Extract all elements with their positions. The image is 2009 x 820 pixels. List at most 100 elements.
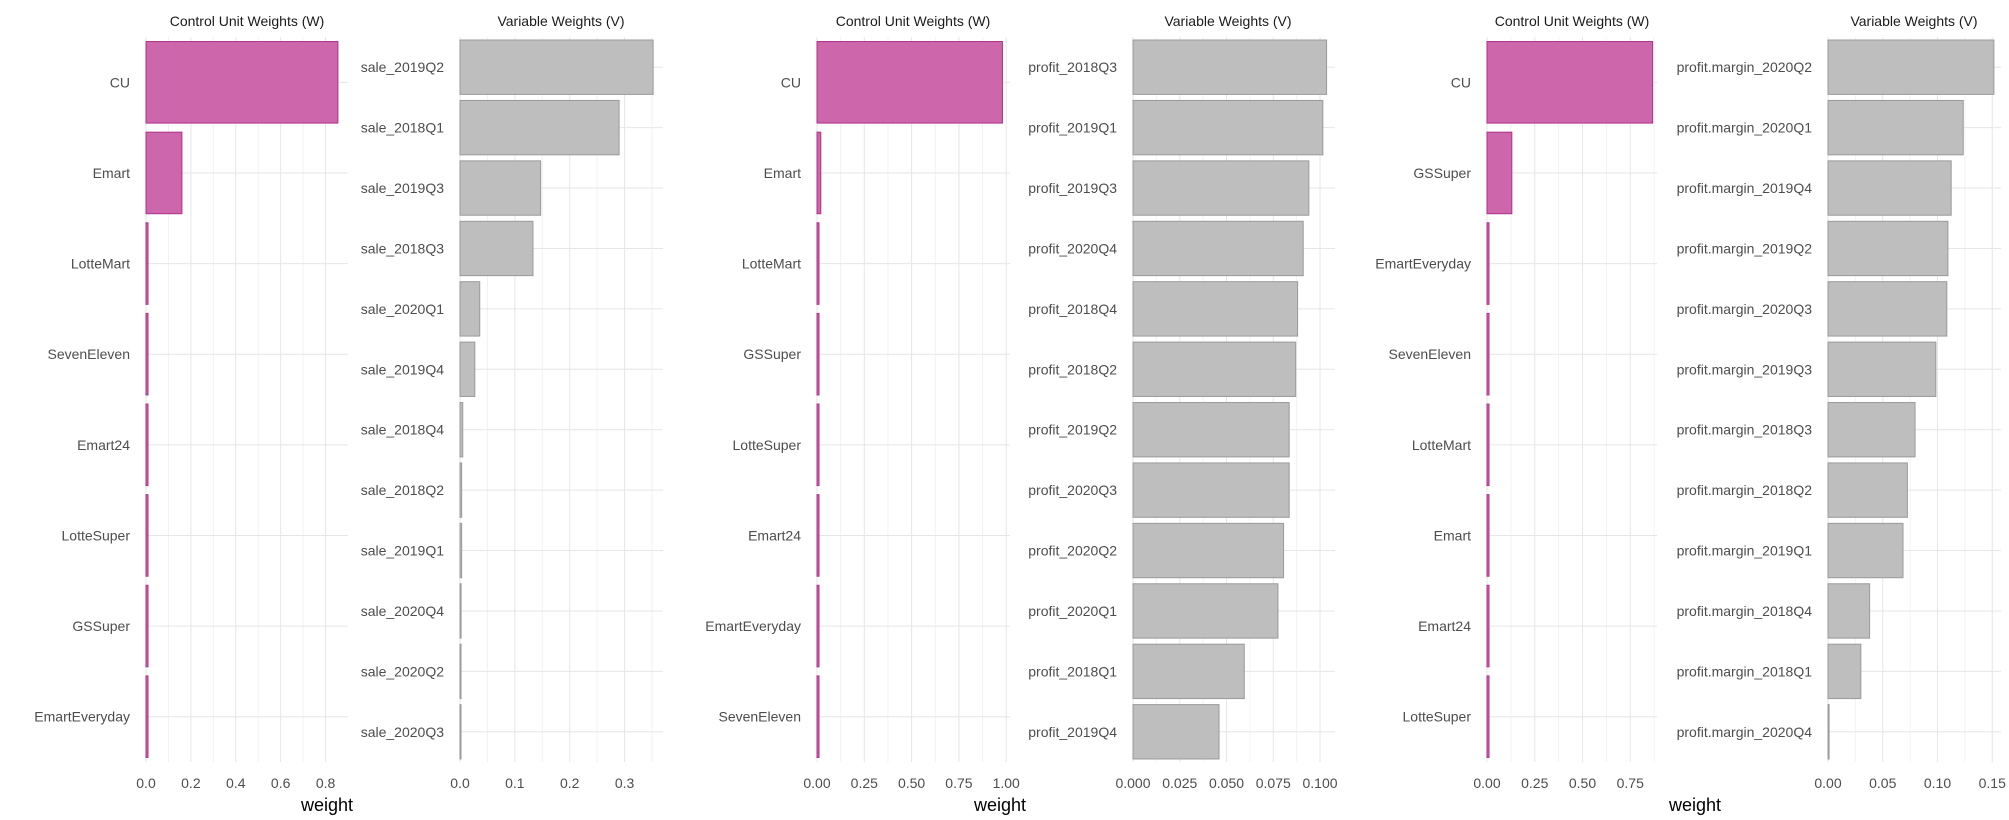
bar-gssuper	[1486, 131, 1513, 215]
category-label: profit_2020Q1	[1028, 603, 1117, 619]
panel-4: Variable Weights (V) profit_2018Q3 profit_…	[973, 13, 1338, 815]
bar-seveneleven	[145, 312, 149, 396]
bar-emarteveryday	[1486, 222, 1490, 305]
panel-2: Variable Weights (V) sale_2019Q2 sale_2018…	[300, 13, 663, 815]
category-label: sale_2018Q3	[361, 240, 445, 256]
category-label: profit_2019Q1	[1028, 120, 1117, 136]
bar-sale-2020q3	[459, 704, 462, 760]
category-label: profit.margin_2020Q3	[1677, 301, 1813, 317]
bar-seveneleven	[1486, 312, 1490, 396]
bar-profit-margin-2018q4	[1827, 583, 1871, 639]
panel-5: Control Unit Weights (W) CU GSSuper EmartEv…	[1375, 13, 1657, 791]
x-tick-label: 0.75	[1617, 775, 1644, 791]
bar-profit-margin-2020q2	[1827, 39, 1995, 95]
x-tick-label: 0.075	[1256, 775, 1291, 791]
category-label: profit_2019Q2	[1028, 422, 1117, 438]
x-axis-title: weight	[300, 795, 353, 815]
x-tick-label: 0.05	[1869, 775, 1896, 791]
bar-sale-2018q2	[459, 462, 463, 518]
x-tick-label: 0.00	[1814, 775, 1841, 791]
category-label: profit.margin_2020Q4	[1677, 724, 1813, 740]
category-label: profit.margin_2019Q4	[1677, 180, 1813, 196]
category-label: profit_2018Q2	[1028, 361, 1117, 377]
bar-profit-2019q2	[1132, 402, 1290, 458]
x-tick-label: 0.4	[226, 775, 246, 791]
category-label: sale_2018Q4	[361, 422, 445, 438]
category-label: LotteSuper	[1403, 709, 1472, 725]
category-label: LotteMart	[742, 256, 801, 272]
category-label: Emart	[1434, 527, 1471, 543]
bar-lottemart	[145, 222, 149, 305]
bar-sale-2019q4	[459, 341, 476, 397]
bar-profit-2020q3	[1132, 462, 1290, 518]
category-label: LotteSuper	[733, 437, 802, 453]
x-tick-label: 0.0	[136, 775, 156, 791]
bar-sale-2018q4	[459, 402, 464, 458]
bar-profit-margin-2020q4	[1827, 704, 1830, 760]
bar-profit-margin-2018q2	[1827, 462, 1908, 518]
category-label: LotteMart	[71, 256, 130, 272]
category-label: EmartEveryday	[1375, 256, 1471, 272]
category-label: EmartEveryday	[705, 618, 801, 634]
category-label: CU	[1451, 74, 1471, 90]
category-label: sale_2019Q3	[361, 180, 445, 196]
x-tick-label: 0.6	[271, 775, 291, 791]
bar-seveneleven	[816, 675, 820, 758]
category-label: profit.margin_2018Q1	[1677, 663, 1813, 679]
x-tick-label: 0.25	[851, 775, 878, 791]
category-label: CU	[781, 74, 801, 90]
bar-profit-2018q3	[1132, 39, 1328, 95]
bar-sale-2019q2	[459, 39, 654, 95]
x-tick-label: 0.50	[898, 775, 925, 791]
bar-cu	[1486, 41, 1654, 124]
x-tick-label: 0.00	[1473, 775, 1500, 791]
x-axis-title: weight	[1668, 795, 1721, 815]
category-label: sale_2019Q4	[361, 361, 445, 377]
panel-title: Control Unit Weights (W)	[170, 13, 325, 29]
panel-3: Control Unit Weights (W) CU Emart LotteMart…	[705, 13, 1020, 791]
bar-profit-2020q1	[1132, 583, 1279, 639]
x-tick-label: 0.0	[450, 775, 470, 791]
category-label: sale_2018Q1	[361, 120, 445, 136]
bar-profit-2020q4	[1132, 220, 1304, 277]
category-label: sale_2020Q3	[361, 724, 445, 740]
panel-6: Variable Weights (V) profit.margin_2020Q2…	[1668, 13, 2006, 815]
category-label: profit.margin_2019Q3	[1677, 361, 1813, 377]
bar-profit-2020q2	[1132, 522, 1285, 579]
category-label: GSSuper	[72, 618, 130, 634]
bar-emart24	[1486, 584, 1490, 668]
bar-emarteveryday	[816, 584, 820, 668]
bar-profit-2019q3	[1132, 160, 1310, 216]
category-label: profit_2020Q4	[1028, 240, 1117, 256]
bar-lottesuper	[1486, 675, 1490, 758]
x-tick-label: 0.00	[803, 775, 830, 791]
bar-lottesuper	[145, 494, 149, 577]
category-label: profit.margin_2019Q1	[1677, 543, 1813, 559]
bar-emart	[1486, 494, 1490, 577]
category-label: Emart	[93, 165, 130, 181]
category-label: profit.margin_2018Q4	[1677, 603, 1813, 619]
bar-cu	[145, 41, 339, 124]
category-label: Emart24	[1418, 618, 1471, 634]
bar-profit-margin-2018q3	[1827, 402, 1916, 458]
bar-sale-2018q3	[459, 220, 534, 277]
x-tick-label: 0.15	[1979, 775, 2006, 791]
category-label: LotteSuper	[62, 527, 131, 543]
bar-profit-2018q1	[1132, 643, 1245, 700]
category-label: Emart24	[748, 527, 801, 543]
category-label: profit_2019Q3	[1028, 180, 1117, 196]
category-label: LotteMart	[1412, 437, 1471, 453]
x-tick-label: 0.000	[1115, 775, 1150, 791]
bar-sale-2019q1	[459, 522, 463, 579]
bar-profit-margin-2019q2	[1827, 220, 1949, 277]
category-label: SevenEleven	[47, 346, 130, 362]
x-tick-label: 0.2	[560, 775, 580, 791]
category-label: profit_2018Q4	[1028, 301, 1117, 317]
bar-lottemart	[1486, 403, 1490, 487]
bar-sale-2020q1	[459, 281, 481, 337]
category-label: sale_2020Q4	[361, 603, 445, 619]
category-label: sale_2020Q2	[361, 663, 445, 679]
category-label: profit.margin_2020Q1	[1677, 120, 1813, 136]
bar-lottesuper	[816, 403, 820, 487]
bar-emart	[145, 131, 183, 215]
